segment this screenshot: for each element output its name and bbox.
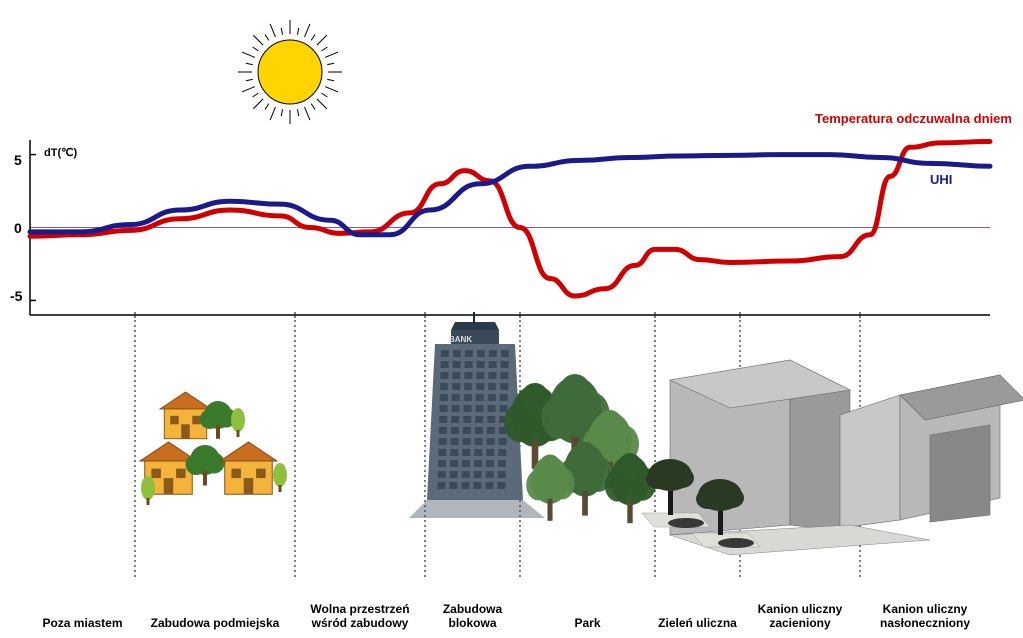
- section-label: Poza miastem: [30, 616, 135, 630]
- section-label: Zabudowa blokowa: [425, 602, 520, 630]
- section-label: Kanion uliczny nasłoneczniony: [860, 602, 990, 630]
- bank-sign: BANK: [449, 335, 472, 344]
- ytick-neg5: -5: [10, 288, 22, 304]
- illustration-row: BANK: [30, 320, 990, 580]
- diagram-container: Temperatura odczuwalna dniem UHI 5 0 -5 …: [0, 0, 1023, 638]
- sun-icon: [225, 7, 355, 137]
- axis-title: dT(℃): [44, 146, 77, 159]
- section-label: Wolna przestrzeń wśród zabudowy: [295, 602, 425, 630]
- ytick-5: 5: [14, 152, 22, 168]
- section-label: Kanion uliczny zacieniony: [740, 602, 860, 630]
- line-chart: [30, 140, 990, 315]
- section-label: Park: [520, 616, 655, 630]
- ytick-0: 0: [14, 220, 22, 236]
- section-label: Zieleń uliczna: [655, 616, 740, 630]
- legend-felt-temp: Temperatura odczuwalna dniem: [815, 112, 1015, 126]
- section-label: Zabudowa podmiejska: [135, 616, 295, 630]
